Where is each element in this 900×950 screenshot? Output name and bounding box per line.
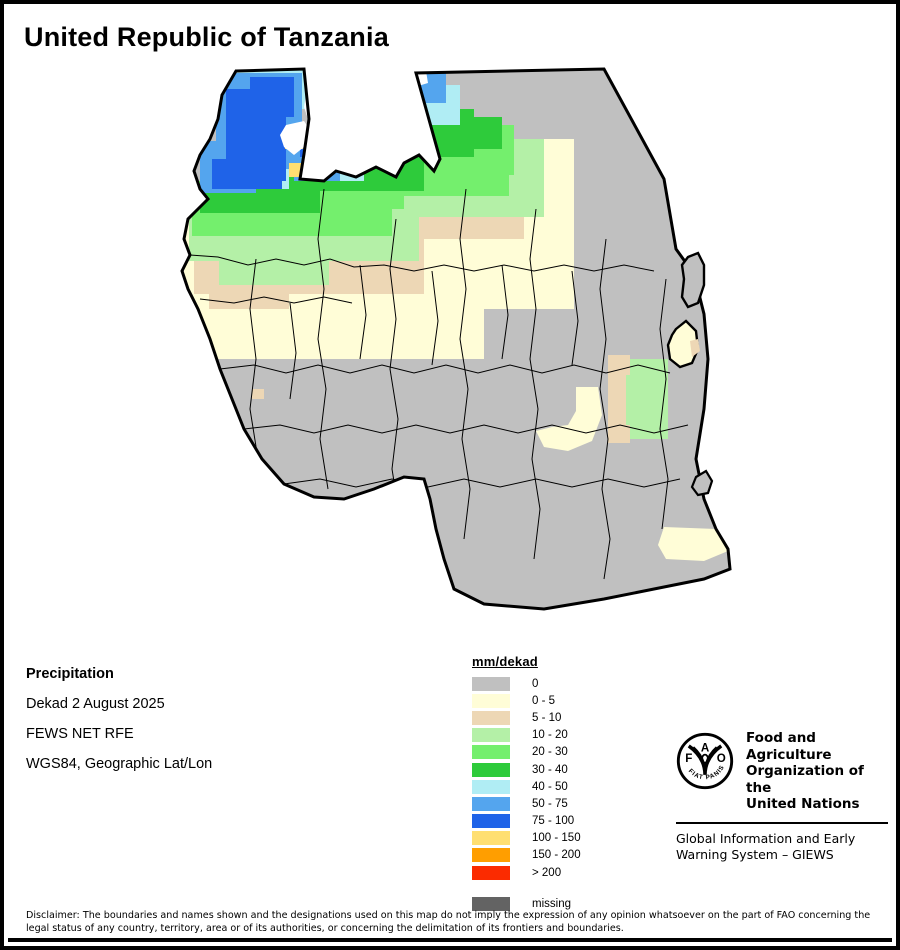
giews-line-1: Global Information and Early [676,830,856,846]
legend-row: 100 - 150 [472,830,581,847]
page-title: United Republic of Tanzania [24,22,389,52]
legend-swatch [472,865,510,880]
legend-swatch [472,831,510,846]
legend-row: 150 - 200 [472,847,581,864]
legend-label: 0 - 5 [532,694,556,707]
legend-label: 150 - 200 [532,849,581,862]
legend-swatch [472,762,510,777]
fao-org-line-3: United Nations [746,796,860,812]
fao-divider [676,821,888,824]
legend-label: 10 - 20 [532,729,568,742]
caption-dekad: Dekad 2 August 2025 [26,696,165,712]
svg-text:A: A [701,742,710,755]
legend-label: 30 - 40 [532,763,568,776]
map-caption: Precipitation Dekad 2 August 2025 FEWS N… [26,659,212,779]
mafia-island [690,469,714,497]
legend-swatch-missing [472,896,510,911]
map-canvas[interactable] [4,59,896,629]
caption-variable: Precipitation [26,666,114,682]
caption-projection: WGS84, Geographic Lat/Lon [26,756,213,772]
legend-swatch [472,676,510,691]
national-boundary [180,67,732,611]
legend-label: 20 - 30 [532,746,568,759]
legend-swatch [472,710,510,725]
map-raster-layer [182,69,730,609]
zanzibar-island [666,319,700,369]
legend-swatch [472,693,510,708]
legend-row: 50 - 75 [472,795,581,812]
region-boundaries [189,188,689,580]
legend-label: 5 - 10 [532,711,562,724]
giews-system-name: Global Information and Early Warning Sys… [676,831,888,864]
legend-row-missing: missing [472,895,581,912]
legend-swatch [472,848,510,863]
tanzania-precipitation-map[interactable] [4,59,896,629]
legend-row: 5 - 10 [472,709,581,726]
footer-rule [8,938,892,942]
legend-row: 30 - 40 [472,761,581,778]
legend-swatch [472,796,510,811]
legend-row: 10 - 20 [472,727,581,744]
fao-org-line-2: Organization of the [746,763,864,796]
legend-row: 0 - 5 [472,692,581,709]
legend-row: > 200 [472,864,581,881]
legend-swatch [472,728,510,743]
legend-title: mm/dekad [472,654,538,669]
giews-line-2: Warning System – GIEWS [676,847,834,862]
disclaimer-text: Disclaimer: The boundaries and names sho… [26,910,871,934]
legend-swatch [472,814,510,829]
legend-label: > 200 [532,866,562,879]
fao-branding: A F O FIAT PANIS Food and Agriculture Or… [676,730,888,864]
legend-row: 0 [472,675,581,692]
legend-row: 20 - 30 [472,744,581,761]
fao-logo-icon: A F O FIAT PANIS [676,732,734,790]
legend-label: 75 - 100 [532,815,575,828]
fao-org-line-1: Food and Agriculture [746,730,832,763]
svg-text:O: O [717,752,726,765]
map-legend: mm/dekad 0 0 - 5 5 - 10 10 - 20 20 - 30 30 - … [472,654,581,912]
fao-organization-name: Food and Agriculture Organization of the… [746,730,888,813]
legend-label: 100 - 150 [532,832,581,845]
caption-source: FEWS NET RFE [26,726,134,742]
legend-swatch [472,745,510,760]
legend-label: 40 - 50 [532,780,568,793]
svg-text:F: F [685,752,692,765]
legend-row: 40 - 50 [472,778,581,795]
legend-row: 75 - 100 [472,813,581,830]
pemba-island [680,251,706,309]
legend-label: 0 [532,677,539,690]
legend-swatch [472,779,510,794]
legend-label-missing: missing [532,897,571,910]
legend-label: 50 - 75 [532,797,568,810]
